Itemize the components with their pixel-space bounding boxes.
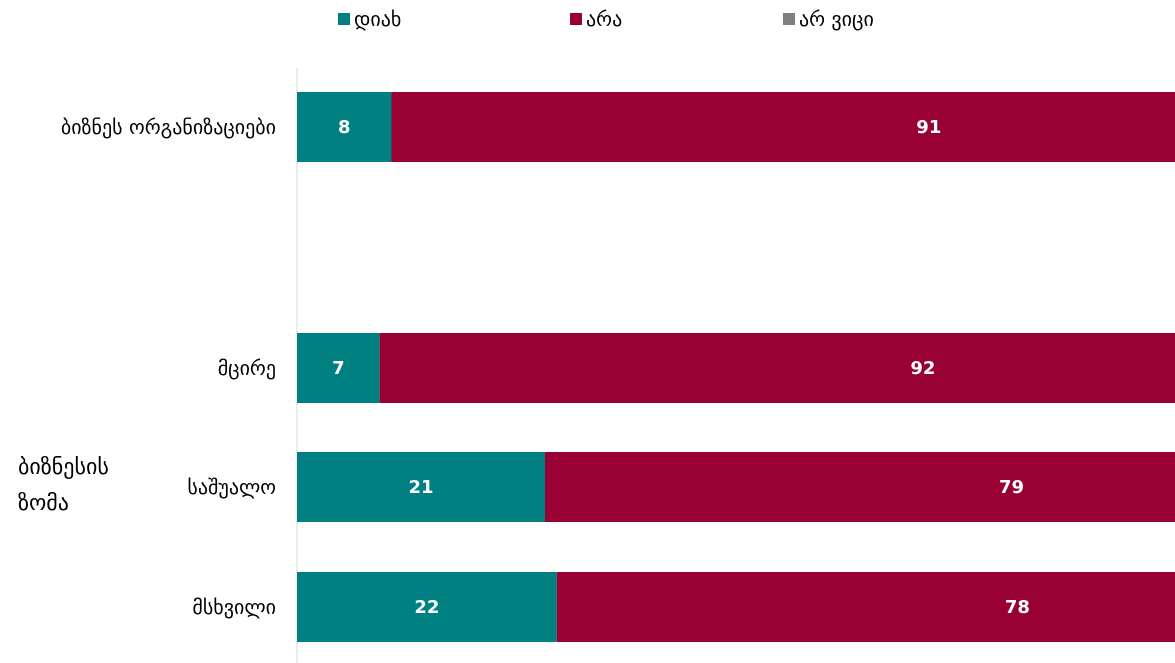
category-label: მსხვილი bbox=[192, 595, 276, 619]
category-label: საშუალო bbox=[187, 475, 276, 499]
bar-segment bbox=[556, 572, 1175, 642]
bars: 8911792121792278 bbox=[297, 92, 1175, 642]
bar-segment bbox=[297, 572, 557, 642]
legend-swatch bbox=[570, 13, 582, 25]
data-label: 21 bbox=[408, 477, 433, 498]
bar-segment bbox=[297, 92, 392, 162]
bar-segment bbox=[297, 452, 546, 522]
legend-swatch bbox=[783, 13, 795, 25]
data-label: 91 bbox=[916, 117, 941, 138]
legend: დიახ არა არ ვიცი bbox=[338, 7, 874, 31]
bar-segment bbox=[545, 452, 1175, 522]
category-label: ბიზნეს ორგანიზაციები bbox=[61, 115, 276, 139]
legend-swatch bbox=[338, 13, 350, 25]
data-label: 7 bbox=[332, 358, 345, 379]
group-label-line: ზომა bbox=[18, 491, 69, 516]
data-label: 22 bbox=[414, 597, 439, 618]
group-label-line: ბიზნესის bbox=[18, 455, 109, 480]
category-label: მცირე bbox=[218, 356, 276, 380]
category-labels: ბიზნეს ორგანიზაციები მცირე საშუალო მსხვილი bbox=[61, 115, 276, 619]
data-label: 78 bbox=[1005, 597, 1030, 618]
data-label: 92 bbox=[910, 358, 935, 379]
bar-segment bbox=[297, 333, 380, 403]
bar-segment bbox=[391, 92, 1175, 162]
data-label: 79 bbox=[999, 477, 1024, 498]
group-label: ბიზნესის ზომა bbox=[18, 455, 109, 516]
data-label: 8 bbox=[338, 117, 351, 138]
legend-label: არა bbox=[586, 7, 622, 31]
legend-label: დიახ bbox=[354, 7, 401, 31]
bar-segment bbox=[379, 333, 1175, 403]
legend-label: არ ვიცი bbox=[799, 7, 874, 31]
